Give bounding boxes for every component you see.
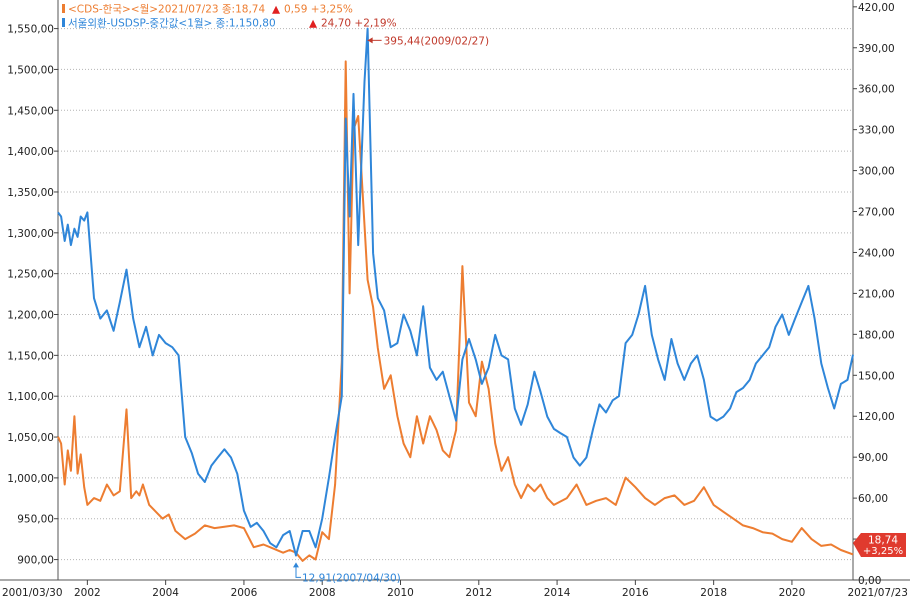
min-marker-line [295,566,301,578]
x-tick-label: 2010 [387,587,414,599]
x-tick-label: 2006 [231,587,258,599]
usd-series-line [57,27,854,557]
x-tick-label: 2008 [309,587,336,599]
legend-cds-up-arrow-icon: ▲ [272,4,281,16]
right-tick-label: 180,00 [858,329,895,341]
legend-usd-change: 24,70 +2,19% [321,18,397,30]
axis-layer [0,0,910,581]
right-tick-label: 420,00 [858,2,895,14]
left-tick-label: 1,050,00 [7,432,54,444]
left-tick-label: 1,000,00 [7,473,54,485]
left-tick-label: 1,200,00 [7,310,54,322]
left-tick-label: 1,300,00 [7,228,54,240]
left-tick-label: 1,400,00 [7,146,54,158]
left-tick-label: 1,550,00 [7,24,54,36]
x-tick-label: 2016 [622,587,649,599]
left-tick-label: 1,350,00 [7,187,54,199]
x-tick-labels: 2002 2004 2006 2008 2010 2012 2014 2016 2018 2020 [74,580,805,599]
left-tick-label: 1,500,00 [7,64,54,76]
right-tick-label: 270,00 [858,207,895,219]
right-tick-label: 90,00 [858,452,888,464]
x-tick-label: 2018 [700,587,727,599]
left-tick-label: 1,100,00 [7,391,54,403]
right-tick-label: 120,00 [858,411,895,423]
last-value-badge: 18,74 +3,25% [853,533,906,557]
left-tick-label: 950,00 [17,514,54,526]
legend-usd-up-arrow-icon: ▲ [309,18,318,30]
x-tick-label: 2012 [465,587,492,599]
badge-shape [853,533,906,557]
x-tick-label: 2004 [152,587,179,599]
min-annotation-label: 12,91(2007/04/30) [302,572,401,584]
left-tick-label: 1,150,00 [7,350,54,362]
x-start-label: 2001/03/30 [2,587,63,599]
x-end-labels: 2001/03/30 2021/07/23 [2,587,908,599]
legend-cds-change: 0,59 +3,25% [284,4,353,16]
right-tick-label: 0,00 [858,575,881,587]
annotation-layer: 395,44(2009/02/27) 12,91(2007/04/30) [292,35,489,584]
right-tick-labels: 0,0030,0060,0090,00120,00150,00180,00210… [853,2,895,587]
legend-cds-label: <CDS-한국><월>2021/07/23 종:18,74 [68,4,265,16]
badge-change: +3,25% [863,546,903,557]
max-annotation-label: 395,44(2009/02/27) [384,35,489,47]
right-tick-label: 390,00 [858,43,895,55]
x-tick-label: 2014 [544,587,571,599]
max-marker-arrow [367,37,373,44]
min-marker-arrow [292,562,299,568]
left-tick-labels: 900,00 950,00 1,000,00 1,050,00 1,100,00 1,15… [7,24,58,567]
left-tick-label: 1,450,00 [7,105,54,117]
right-tick-label: 60,00 [858,493,888,505]
right-tick-label: 240,00 [858,247,895,259]
badge-value: 18,74 [868,535,898,547]
grid-layer [58,28,853,561]
right-tick-label: 210,00 [858,288,895,300]
left-tick-label: 1,250,00 [7,269,54,281]
series-layer [57,27,854,562]
legend: <CDS-한국><월>2021/07/23 종:18,74 ▲ 0,59 +3,… [62,4,397,30]
right-tick-label: 330,00 [858,125,895,137]
right-tick-label: 300,00 [858,166,895,178]
usd-series-swatch [62,18,65,27]
x-tick-label: 2002 [74,587,101,599]
right-tick-label: 360,00 [858,84,895,96]
cds-series-swatch [62,4,65,13]
left-tick-label: 900,00 [17,555,54,567]
legend-usd-label: 서울외환-USDSP-중간값<1월> 종:1,150,80 [68,18,276,30]
x-tick-label: 2020 [779,587,806,599]
right-tick-label: 150,00 [858,370,895,382]
cds-series-line [57,60,854,562]
x-end-label: 2021/07/23 [847,587,908,599]
